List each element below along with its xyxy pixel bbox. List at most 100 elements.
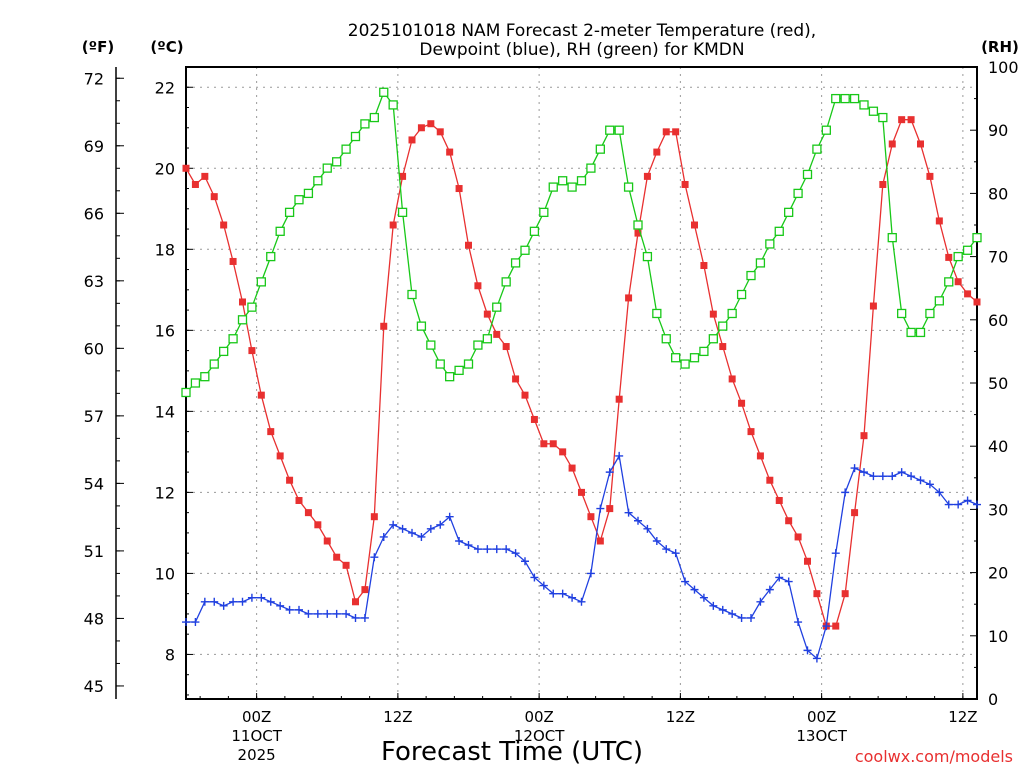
celsius-tick-label: 16 (155, 321, 175, 340)
dewpoint-point (539, 581, 548, 590)
rh-point (256, 277, 266, 287)
temperature-point (314, 521, 322, 529)
rh-point (680, 359, 690, 369)
rh-point (369, 112, 379, 123)
temperature-point (954, 278, 962, 286)
temperature-point (342, 561, 350, 569)
celsius-tick-label: 20 (155, 159, 175, 178)
rh-point (944, 277, 954, 287)
temperature-point (549, 440, 557, 448)
rh-line (185, 90, 978, 393)
temperature-point (785, 517, 793, 525)
rh-point (586, 163, 596, 173)
temperature-point (323, 537, 331, 545)
dewpoint-point (954, 500, 963, 509)
rh-point (576, 176, 587, 186)
dewpoint-point (624, 508, 633, 517)
temperature-point (945, 253, 953, 261)
rh-point (492, 302, 502, 312)
dewpoint-point (784, 577, 793, 586)
dewpoint-point (455, 537, 464, 545)
dewpoint-point (182, 618, 190, 627)
dewpoint-point (210, 597, 219, 606)
rh-point (454, 365, 464, 376)
temperature-point (182, 164, 190, 172)
x-tick-label: 00Z (807, 708, 836, 726)
rh-point (473, 340, 483, 350)
rh-point (275, 226, 285, 236)
rh-point (539, 207, 549, 218)
dewpoint-point (464, 541, 473, 550)
x-tick-date: 12OCT (514, 727, 565, 745)
dewpoint-point (257, 593, 266, 602)
fahrenheit-unit-label: (ºF) (82, 38, 114, 56)
rh-point (294, 195, 304, 205)
series-dewpoint (182, 451, 981, 663)
rh-point (831, 93, 841, 104)
rh-point (379, 87, 389, 97)
rh-point (548, 182, 558, 192)
rh-point (190, 378, 201, 388)
dewpoint-point (963, 496, 972, 505)
fahrenheit-tick-label: 69 (84, 137, 104, 156)
rh-unit-label: (RH) (981, 38, 1019, 56)
temperature-point (964, 290, 972, 298)
dewpoint-point (860, 468, 868, 477)
temperature-point (239, 298, 246, 306)
fahrenheit-tick-label: 72 (84, 69, 104, 88)
dewpoint-point (907, 472, 916, 481)
temperature-point (879, 180, 887, 188)
rh-point (510, 258, 521, 268)
dewpoint-point (973, 500, 981, 509)
dewpoint-point (351, 613, 360, 622)
temperature-point (295, 496, 303, 504)
temperature-point (832, 622, 840, 630)
fahrenheit-tick-label: 66 (84, 204, 104, 223)
rh-tick-label: 60 (988, 311, 1008, 330)
dewpoint-point (200, 597, 209, 606)
series-rh (181, 87, 982, 398)
dewpoint-point (511, 549, 520, 558)
rh-point (671, 353, 681, 363)
temperature-point (483, 310, 491, 318)
temperature-point (756, 452, 764, 460)
dewpoint-point (323, 609, 332, 618)
temperature-point (766, 476, 774, 484)
rh-point (661, 334, 671, 344)
dewpoint-point (285, 605, 294, 614)
rh-point (765, 239, 775, 249)
rh-point (859, 100, 869, 110)
rh-point (237, 315, 248, 325)
rh-point (887, 232, 897, 243)
temperature-point (907, 116, 915, 124)
temperature-point (794, 533, 802, 541)
dewpoint-point (812, 654, 821, 663)
rh-point (708, 334, 718, 344)
dewpoint-point (332, 609, 341, 618)
rh-point (332, 157, 342, 167)
rh-point (501, 277, 511, 287)
rh-point (755, 258, 766, 268)
dewpoint-point (360, 613, 369, 622)
rh-point (388, 100, 398, 110)
temperature-point (672, 128, 680, 136)
rh-point (934, 296, 944, 306)
x-tick-year: 2025 (238, 746, 276, 764)
temperature-point (502, 343, 510, 351)
rh-point (623, 182, 634, 192)
dewpoint-point (586, 569, 595, 578)
rh-point (567, 182, 577, 192)
temperature-point (653, 148, 661, 156)
temperature-point (606, 505, 614, 513)
temperature-point (267, 428, 275, 436)
x-tick-label: 12Z (666, 708, 695, 726)
fahrenheit-tick-label: 48 (84, 609, 104, 628)
dewpoint-point (944, 500, 953, 509)
temperature-point (973, 298, 981, 306)
rh-point (558, 176, 568, 186)
celsius-tick-label: 14 (155, 402, 175, 421)
dewpoint-point (568, 593, 577, 602)
x-axis-label: Forecast Time (UTC) (381, 737, 643, 767)
dewpoint-point (728, 609, 737, 618)
